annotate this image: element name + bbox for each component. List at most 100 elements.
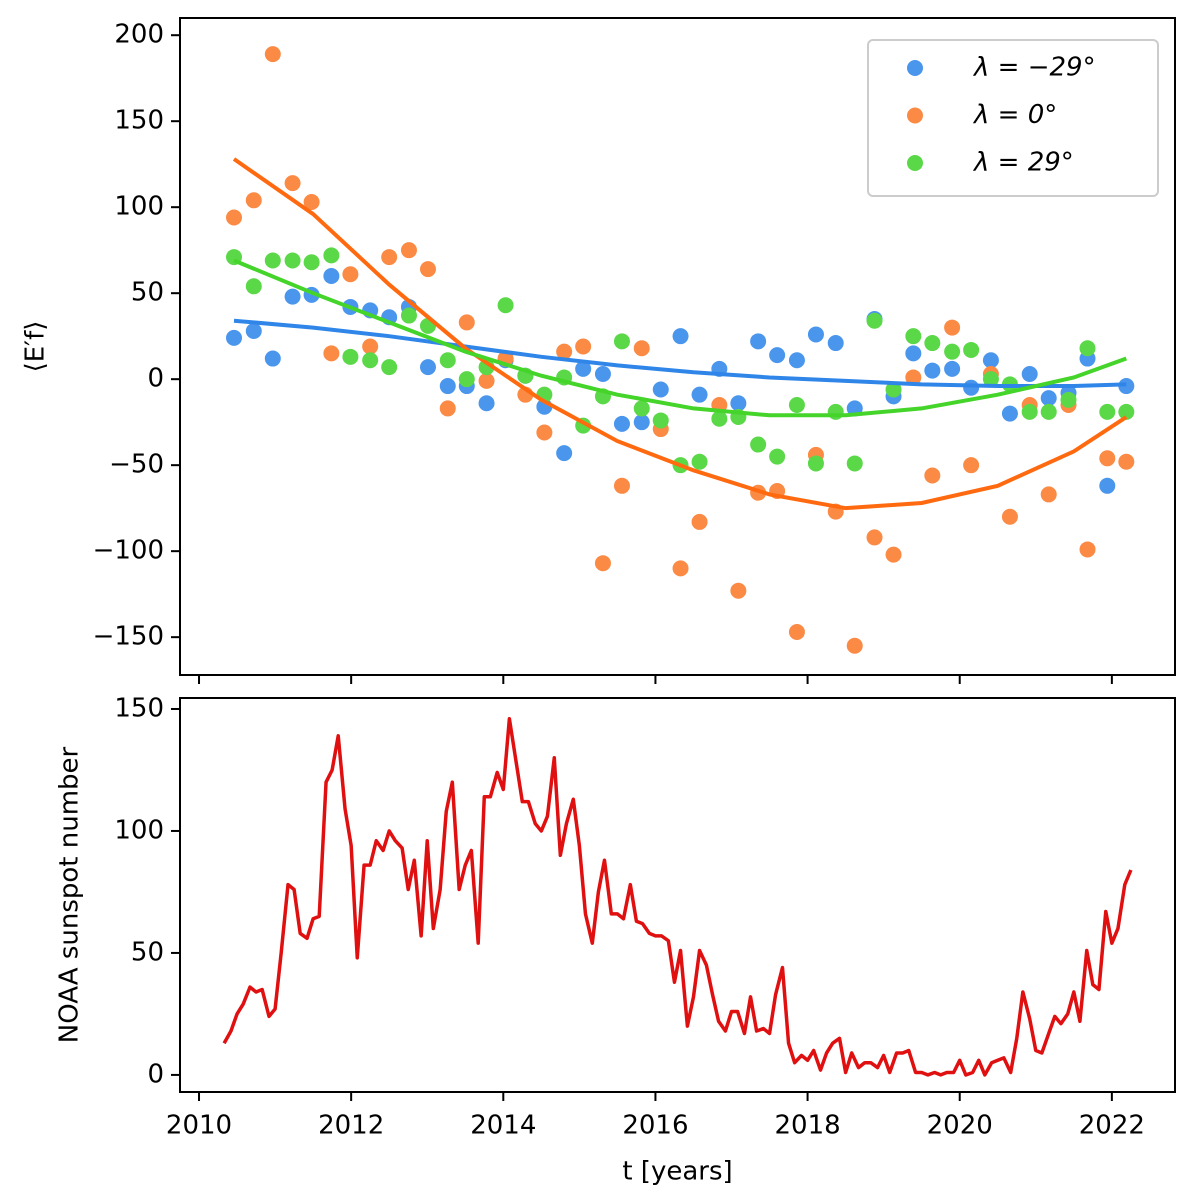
data-point	[944, 360, 961, 377]
y-tick-label: −100	[93, 536, 164, 566]
data-point	[575, 338, 592, 355]
data-point	[769, 448, 786, 465]
data-point	[575, 360, 592, 377]
data-point	[905, 345, 922, 362]
data-point	[458, 314, 475, 331]
legend-label: λ = −29°	[972, 53, 1096, 83]
data-point	[245, 278, 262, 295]
data-point	[594, 555, 611, 572]
data-point	[400, 307, 417, 324]
data-point	[827, 335, 844, 352]
data-point	[750, 436, 767, 453]
data-point	[924, 362, 941, 379]
x-tick-label: 2016	[622, 1111, 688, 1141]
data-point	[691, 453, 708, 470]
data-point	[342, 266, 359, 283]
data-point	[419, 359, 436, 376]
fit-line	[233, 318, 1127, 389]
data-point	[362, 338, 379, 355]
data-point	[245, 192, 262, 209]
data-point	[866, 529, 883, 546]
y-tick-label: 50	[131, 278, 164, 308]
axes-frame	[179, 697, 1176, 1093]
data-point	[691, 513, 708, 530]
data-point	[905, 369, 922, 386]
data-point	[885, 546, 902, 563]
data-point	[691, 386, 708, 403]
y-tick-label: 150	[114, 693, 164, 723]
data-point	[1118, 453, 1135, 470]
data-point	[944, 343, 961, 360]
x-tick-label: 2020	[927, 1111, 993, 1141]
data-point	[905, 328, 922, 345]
data-point	[1001, 405, 1018, 422]
y-tick-label: 0	[147, 1059, 164, 1089]
data-point	[381, 249, 398, 266]
data-point	[924, 335, 941, 352]
data-point	[1079, 541, 1096, 558]
data-point	[226, 209, 243, 226]
data-point	[400, 242, 417, 259]
data-point	[652, 381, 669, 398]
data-point	[556, 445, 573, 462]
data-point	[613, 333, 630, 350]
data-point	[536, 424, 553, 441]
data-point	[1099, 477, 1116, 494]
data-point	[478, 395, 495, 412]
legend-box	[867, 39, 1159, 197]
data-point	[730, 582, 747, 599]
data-point	[497, 297, 514, 314]
axes-frame	[179, 17, 1176, 676]
data-point	[1099, 403, 1116, 420]
data-point	[439, 378, 456, 395]
data-point	[711, 410, 728, 427]
data-point	[1099, 450, 1116, 467]
data-point	[264, 46, 281, 63]
data-point	[1079, 340, 1096, 357]
data-point	[750, 333, 767, 350]
fit-line	[232, 157, 1128, 511]
data-point	[866, 312, 883, 329]
y-tick-label: 150	[114, 106, 164, 136]
y-axis-label: NOAA sunspot number	[55, 746, 85, 1043]
data-point	[846, 455, 863, 472]
legend-marker	[907, 107, 923, 124]
data-point	[633, 400, 650, 417]
data-point	[594, 366, 611, 383]
data-point	[827, 403, 844, 420]
data-point	[323, 247, 340, 264]
data-point	[982, 371, 999, 388]
x-axis-label: t [years]	[622, 1157, 732, 1187]
legend-label: λ = 0°	[972, 100, 1057, 130]
data-point	[439, 352, 456, 369]
data-point	[284, 175, 301, 192]
y-tick-label: 100	[114, 192, 164, 222]
data-point	[245, 323, 262, 340]
y-tick-label: 200	[114, 20, 164, 50]
data-point	[264, 350, 281, 367]
data-point	[1118, 403, 1135, 420]
data-point	[672, 560, 689, 577]
data-point	[963, 457, 980, 474]
data-point	[633, 414, 650, 431]
data-point	[419, 261, 436, 278]
data-line	[222, 716, 1133, 1077]
data-point	[556, 343, 573, 360]
data-point	[807, 455, 824, 472]
data-point	[342, 348, 359, 365]
data-point	[633, 340, 650, 357]
x-tick-label: 2012	[318, 1111, 384, 1141]
legend-marker	[907, 155, 923, 171]
data-point	[885, 381, 902, 398]
x-tick-label: 2014	[470, 1111, 536, 1141]
data-point	[982, 352, 999, 369]
data-point	[1021, 403, 1038, 420]
data-point	[381, 359, 398, 376]
fit-line	[233, 258, 1127, 418]
data-point	[478, 372, 495, 389]
data-point	[788, 352, 805, 369]
x-tick-label: 2010	[166, 1111, 232, 1141]
y-axis-label: ⟨E′f⟩	[21, 321, 51, 373]
data-point	[769, 347, 786, 364]
